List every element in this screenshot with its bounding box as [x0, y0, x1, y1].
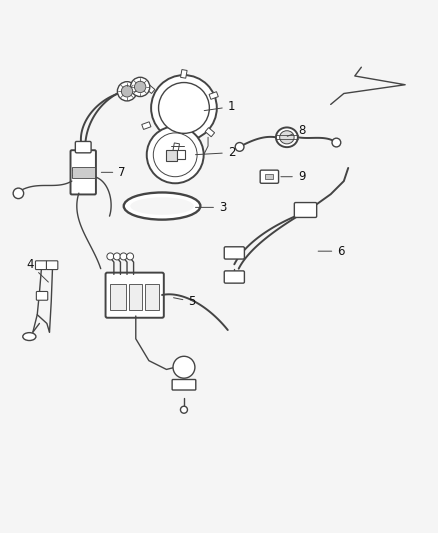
FancyBboxPatch shape — [224, 247, 244, 259]
FancyBboxPatch shape — [260, 170, 279, 183]
Text: 3: 3 — [195, 201, 226, 214]
Text: 6: 6 — [318, 245, 345, 257]
Ellipse shape — [276, 127, 298, 147]
Bar — [166, 150, 177, 161]
Circle shape — [235, 142, 244, 151]
Bar — [145, 284, 159, 310]
Circle shape — [147, 126, 204, 183]
Circle shape — [159, 83, 209, 133]
Bar — [129, 284, 142, 310]
Circle shape — [134, 81, 146, 93]
Circle shape — [113, 253, 120, 260]
Text: 9: 9 — [281, 170, 305, 183]
Bar — [145, 84, 155, 93]
FancyBboxPatch shape — [36, 292, 48, 300]
Circle shape — [332, 138, 341, 147]
Bar — [205, 128, 215, 137]
Circle shape — [153, 133, 197, 177]
FancyBboxPatch shape — [172, 379, 196, 390]
FancyBboxPatch shape — [294, 203, 317, 217]
Text: 4: 4 — [26, 258, 48, 282]
Circle shape — [151, 75, 217, 141]
FancyBboxPatch shape — [224, 271, 244, 283]
Ellipse shape — [124, 192, 200, 220]
Bar — [265, 174, 273, 179]
Bar — [209, 92, 218, 99]
Text: 8: 8 — [287, 124, 305, 137]
FancyBboxPatch shape — [72, 167, 95, 177]
Circle shape — [180, 406, 187, 413]
FancyBboxPatch shape — [106, 273, 164, 318]
FancyBboxPatch shape — [75, 141, 91, 153]
Text: 2: 2 — [195, 146, 235, 159]
FancyBboxPatch shape — [46, 261, 58, 270]
Bar — [177, 150, 185, 159]
Text: 5: 5 — [173, 295, 196, 308]
FancyBboxPatch shape — [71, 150, 96, 195]
Circle shape — [173, 356, 195, 378]
Circle shape — [117, 82, 137, 101]
Circle shape — [13, 188, 24, 199]
Text: 1: 1 — [204, 100, 235, 113]
Ellipse shape — [131, 197, 194, 215]
Bar — [110, 284, 126, 310]
Ellipse shape — [23, 333, 36, 341]
Circle shape — [107, 253, 114, 260]
Text: 7: 7 — [101, 166, 126, 179]
Ellipse shape — [279, 131, 294, 144]
Bar — [142, 122, 151, 130]
Circle shape — [131, 77, 150, 96]
Circle shape — [120, 253, 127, 260]
Bar — [180, 69, 187, 78]
Circle shape — [121, 86, 133, 97]
Circle shape — [127, 253, 134, 260]
Bar — [173, 143, 180, 151]
FancyBboxPatch shape — [35, 261, 47, 270]
